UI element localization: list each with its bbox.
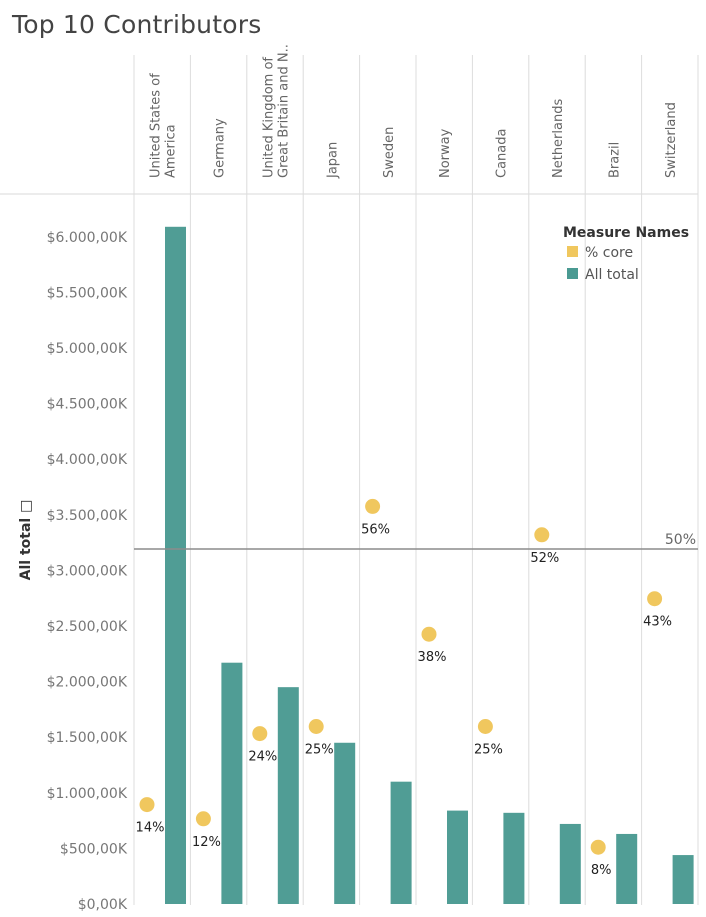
- y-tick-label: $4.000,00K: [47, 452, 128, 468]
- dot-label: 25%: [305, 743, 334, 758]
- dot-label: 24%: [248, 750, 277, 765]
- legend-label: All total: [585, 267, 639, 283]
- bar-8: [559, 823, 581, 904]
- chart-title: Top 10 Contributors: [12, 10, 262, 39]
- column-header-label: Great Britain and N..: [277, 44, 292, 178]
- bar-1: [165, 226, 186, 905]
- bar-4: [334, 742, 356, 904]
- legend-swatch: [567, 246, 578, 257]
- bar-2: [221, 662, 243, 904]
- dot-label: 38%: [418, 650, 447, 665]
- bar-3: [277, 687, 299, 904]
- column-header-label: Switzerland: [664, 102, 679, 178]
- bar-9: [616, 833, 638, 904]
- reference-line: 50%: [134, 532, 698, 550]
- column-header-label: America: [164, 124, 179, 178]
- column-header-label: United States of: [149, 73, 164, 178]
- dot-label: 43%: [643, 615, 672, 630]
- column-header-label: Canada: [495, 129, 510, 178]
- y-tick-label: $3.500,00K: [47, 508, 128, 524]
- dot-label: 8%: [591, 863, 612, 878]
- column-header-label: Norway: [438, 128, 453, 178]
- bar-6: [447, 810, 468, 904]
- column-header-label: Brazil: [607, 142, 622, 178]
- legend-swatch: [567, 268, 578, 279]
- y-tick-label: $2.500,00K: [47, 619, 128, 635]
- dot-3: [252, 726, 268, 742]
- dot-label: 56%: [361, 522, 390, 537]
- column-header-label: Germany: [213, 118, 228, 178]
- dot-5: [365, 498, 381, 514]
- column-header-label: United Kingdom of: [262, 57, 277, 178]
- dot-1: [139, 797, 155, 813]
- dot-4: [308, 719, 324, 734]
- dot-8: [534, 527, 550, 543]
- dot-9: [590, 839, 606, 855]
- y-tick-label: $1.500,00K: [47, 730, 128, 746]
- y-tick-label: $500,00K: [60, 841, 128, 857]
- y-tick-label: $1.000,00K: [47, 786, 128, 802]
- bars-all-total: [165, 226, 694, 905]
- bar-7: [503, 812, 525, 904]
- bar-10: [672, 855, 694, 904]
- column-header-label: Netherlands: [551, 99, 566, 178]
- y-axis-title: All total □: [18, 500, 34, 581]
- y-tick-label: $6.000,00K: [47, 230, 128, 246]
- y-tick-label: $5.500,00K: [47, 285, 128, 301]
- dot-10: [647, 591, 663, 607]
- dot-label: 12%: [192, 835, 221, 850]
- legend-label: % core: [585, 245, 633, 261]
- y-tick-label: $2.000,00K: [47, 675, 128, 691]
- y-tick-label: $0,00K: [78, 897, 128, 913]
- dot-label: 14%: [136, 821, 165, 836]
- dot-label: 25%: [474, 743, 503, 758]
- y-tick-label: $5.000,00K: [47, 341, 128, 357]
- legend: Measure Names % core All total: [563, 225, 689, 283]
- bar-5: [390, 781, 412, 904]
- dot-6: [421, 626, 437, 642]
- column-header-label: Sweden: [382, 127, 397, 178]
- dot-label: 52%: [530, 551, 559, 566]
- y-axis: $0,00K $500,00K $1.000,00K $1.500,00K $2.000…: [18, 230, 128, 913]
- dots-percent-core: 14% 12% 24% 25% 56% 38% 25% 52% 8% 43%: [136, 498, 672, 878]
- dot-7: [477, 719, 493, 734]
- column-header-label: Japan: [325, 142, 340, 179]
- column-headers: United States of America Germany United Kin…: [0, 44, 699, 905]
- y-tick-label: $3.000,00K: [47, 563, 128, 579]
- y-tick-label: $4.500,00K: [47, 397, 128, 413]
- reference-line-label: 50%: [665, 532, 696, 548]
- dot-2: [195, 811, 211, 827]
- legend-title: Measure Names: [563, 225, 689, 241]
